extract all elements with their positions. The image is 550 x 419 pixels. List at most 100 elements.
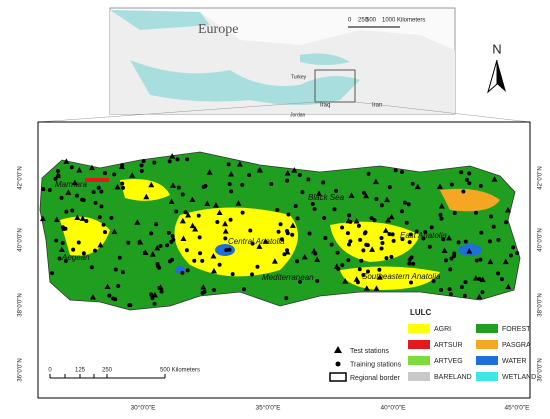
training-station xyxy=(285,178,290,183)
training-station xyxy=(76,240,81,245)
training-station xyxy=(101,222,106,227)
training-station xyxy=(503,220,508,225)
training-station xyxy=(149,231,154,236)
test-station xyxy=(228,170,235,177)
training-station xyxy=(247,173,252,178)
training-station xyxy=(185,157,190,162)
training-station xyxy=(390,232,395,237)
lat-label: 36°0'0"N xyxy=(538,358,544,381)
training-station xyxy=(423,230,428,235)
training-station xyxy=(496,271,501,276)
training-station xyxy=(250,241,255,246)
training-station xyxy=(439,216,444,221)
test-station xyxy=(212,202,219,208)
test-station xyxy=(382,227,389,233)
lon-label: 40°0'0"E xyxy=(381,404,407,412)
training-station xyxy=(81,198,86,203)
test-station xyxy=(437,183,444,189)
training-station xyxy=(364,242,369,247)
training-station xyxy=(411,261,416,266)
test-station xyxy=(289,222,296,228)
training-station xyxy=(491,224,496,229)
test-station xyxy=(441,247,448,253)
training-station xyxy=(69,165,74,170)
training-station xyxy=(379,236,384,241)
training-station xyxy=(120,181,125,186)
test-station xyxy=(154,244,161,251)
inset-scale-label: 1000 Kilometers xyxy=(382,18,425,24)
test-station xyxy=(315,190,322,196)
urban-area xyxy=(85,178,109,182)
training-station xyxy=(84,218,89,223)
test-station xyxy=(466,248,473,254)
training-station xyxy=(404,220,409,225)
training-station xyxy=(185,268,190,273)
test-station xyxy=(192,226,199,232)
legend-label: Regional border xyxy=(350,375,400,382)
training-station xyxy=(166,230,171,235)
test-station xyxy=(97,241,104,248)
training-station xyxy=(452,254,457,259)
test-station xyxy=(206,169,213,175)
inset-country: Jordan xyxy=(290,112,306,118)
training-station xyxy=(499,277,504,282)
test-station xyxy=(129,172,136,178)
legend-label: ARTSUR xyxy=(434,342,463,349)
training-station xyxy=(293,204,298,209)
legend-label: WATER xyxy=(502,358,527,365)
training-station xyxy=(50,271,55,276)
training-station xyxy=(241,287,246,292)
training-station xyxy=(346,258,351,263)
test-station xyxy=(342,278,349,284)
test-station xyxy=(74,214,81,221)
training-station xyxy=(217,262,222,267)
inset-black-sea xyxy=(300,53,350,65)
training-station xyxy=(348,239,353,244)
training-station xyxy=(508,253,513,258)
training-station xyxy=(358,237,363,242)
training-station xyxy=(120,270,125,275)
test-station xyxy=(353,218,360,224)
training-station xyxy=(361,273,366,278)
test-station xyxy=(388,213,395,220)
test-station xyxy=(39,215,46,222)
test-station xyxy=(314,256,321,262)
test-station xyxy=(363,192,370,199)
training-station xyxy=(467,171,472,176)
training-station xyxy=(196,213,201,218)
training-station xyxy=(171,237,176,242)
test-station xyxy=(180,235,187,241)
test-station xyxy=(63,158,70,164)
test-station xyxy=(472,274,479,281)
training-station xyxy=(227,247,232,252)
training-station xyxy=(141,159,146,164)
training-station xyxy=(89,265,94,270)
test-station xyxy=(256,167,263,173)
training-station xyxy=(47,188,52,193)
training-station xyxy=(406,202,411,207)
training-station xyxy=(359,258,364,263)
test-station xyxy=(111,228,118,235)
test-station xyxy=(235,200,242,206)
training-station xyxy=(278,222,283,227)
test-station xyxy=(256,243,263,249)
training-station xyxy=(255,264,260,269)
training-station xyxy=(380,241,385,246)
inset-extent xyxy=(314,69,356,103)
test-station xyxy=(114,183,121,190)
legend-label: ARTVEG xyxy=(434,358,463,365)
lat-label: 38°0'0"N xyxy=(18,293,24,316)
legend-swatch xyxy=(408,340,430,349)
training-station xyxy=(355,280,360,285)
training-station xyxy=(139,168,144,173)
training-station xyxy=(59,195,64,200)
training-station xyxy=(183,210,188,215)
inset-scale-label: 500 xyxy=(366,18,377,24)
training-station xyxy=(56,173,61,178)
inset-country: Iraq xyxy=(320,103,330,109)
test-station xyxy=(505,206,512,213)
north-arrow xyxy=(497,60,506,92)
region-label: Aegean xyxy=(61,253,90,262)
training-station xyxy=(447,287,452,292)
training-station xyxy=(137,240,142,245)
